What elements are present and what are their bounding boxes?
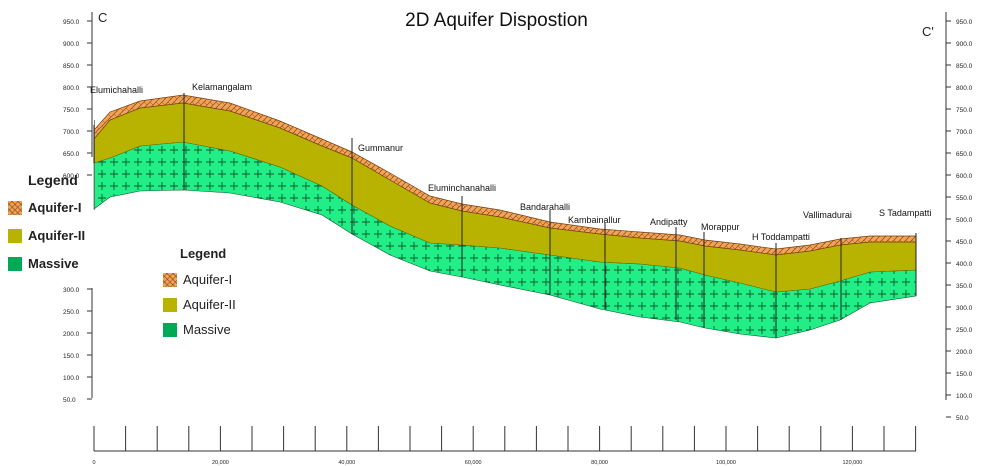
well-label-3: Gummanur — [358, 143, 403, 153]
x-tick-label: 80,000 — [591, 460, 608, 466]
x-tick-label: 60,000 — [465, 460, 482, 466]
legend-left-title: Legend — [28, 172, 78, 188]
right-tick-label: 900.0 — [956, 41, 973, 48]
massive-swatch — [163, 322, 177, 337]
legend-center-label-aquifer-1: Aquifer-I — [183, 272, 233, 287]
chart-title: 2D Aquifer Dispostion — [405, 10, 588, 31]
left-tick-label: 200.0 — [63, 331, 80, 338]
right-tick-label: 300.0 — [956, 305, 973, 312]
left-tick-label: 50.0 — [63, 397, 76, 404]
legend-center-label-aquifer-2: Aquifer-II — [183, 297, 236, 312]
well-label-8: Morappur — [701, 222, 740, 232]
right-tick-label: 750.0 — [956, 107, 973, 114]
right-tick-label: 250.0 — [956, 327, 973, 334]
right-tick-label: 550.0 — [956, 195, 973, 202]
x-tick-label: 100,000 — [716, 460, 736, 466]
legend-left-item-aquifer-2: Aquifer-II — [8, 228, 85, 243]
legend-left-item-aquifer-1: Aquifer-I — [8, 200, 81, 215]
left-tick-label: 700.0 — [63, 129, 80, 136]
legend-center-label-massive: Massive — [183, 322, 231, 337]
left-tick-label: 600.0 — [63, 173, 80, 180]
right-tick-label: 600.0 — [956, 173, 973, 180]
left-tick-label: 300.0 — [63, 287, 80, 294]
section-start-label: C — [98, 10, 108, 25]
legend-center: Legend — [180, 246, 226, 261]
x-tick-label: 0 — [92, 460, 95, 466]
legend-left-item-massive: Massive — [8, 256, 79, 271]
right-tick-label: 650.0 — [956, 151, 973, 158]
legend-center-item-aquifer-2: Aquifer-II — [163, 297, 236, 312]
well-label-11: S Tadampatti — [879, 208, 931, 218]
left-tick-label: 250.0 — [63, 309, 80, 316]
right-tick-label: 200.0 — [956, 349, 973, 356]
left-tick-label: 800.0 — [63, 85, 80, 92]
right-tick-label: 500.0 — [956, 217, 973, 224]
legend-left-label-aquifer-2: Aquifer-II — [28, 228, 86, 243]
aquifer-2-swatch — [8, 228, 22, 243]
legend-center-item-aquifer-1: Aquifer-I — [163, 272, 232, 287]
well-label-9: H Toddampatti — [752, 232, 810, 242]
legend-center-item-massive: Massive — [163, 322, 231, 337]
left-tick-label: 900.0 — [63, 41, 80, 48]
section-left-edge — [94, 120, 95, 210]
right-tick-label: 50.0 — [956, 415, 969, 422]
x-tick-label: 120,000 — [842, 460, 862, 466]
right-tick-label: 400.0 — [956, 261, 973, 268]
well-label-10: Vallimadurai — [803, 210, 852, 220]
right-tick-label: 450.0 — [956, 239, 973, 246]
aquifer-2-swatch — [163, 297, 177, 312]
left-tick-label: 850.0 — [63, 63, 80, 70]
right-tick-label: 700.0 — [956, 129, 973, 136]
right-tick-label: 850.0 — [956, 63, 973, 70]
left-tick-label: 100.0 — [63, 375, 80, 382]
well-label-5: Bandarahalli — [520, 202, 570, 212]
right-tick-label: 150.0 — [956, 371, 973, 378]
aquifer-1-swatch — [163, 272, 177, 287]
well-label-6: Kambainallur — [568, 215, 621, 225]
left-tick-label: 650.0 — [63, 151, 80, 158]
left-tick-label: 750.0 — [63, 107, 80, 114]
legend-left-label-massive: Massive — [28, 256, 79, 271]
well-label-4: Eluminchanahalli — [428, 183, 496, 193]
x-tick-label: 40,000 — [338, 460, 355, 466]
well-label-7: Andipatty — [650, 217, 688, 227]
right-tick-label: 100.0 — [956, 393, 973, 400]
left-tick-label: 950.0 — [63, 19, 80, 26]
right-tick-label: 950.0 — [956, 19, 973, 26]
legend-left: Legend — [28, 172, 78, 188]
legend-center-title: Legend — [180, 246, 227, 261]
massive-swatch — [8, 256, 22, 271]
x-tick-label: 20,000 — [212, 460, 229, 466]
aquifer-1-swatch — [8, 200, 22, 215]
section-end-label: C' — [922, 24, 934, 39]
right-tick-label: 350.0 — [956, 283, 973, 290]
well-label-2: Kelamangalam — [192, 82, 252, 92]
right-tick-label: 800.0 — [956, 85, 973, 92]
legend-left-label-aquifer-1: Aquifer-I — [28, 200, 82, 215]
left-tick-label: 150.0 — [63, 353, 80, 360]
well-label-1: Elumichahalli — [90, 85, 143, 95]
